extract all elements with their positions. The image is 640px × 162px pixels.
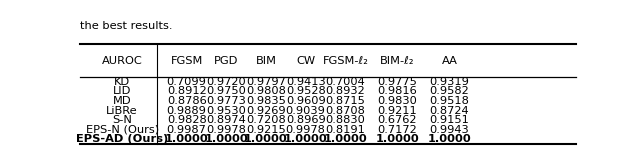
Text: 0.8969: 0.8969: [286, 115, 326, 125]
Text: EPS-AD (Ours): EPS-AD (Ours): [76, 134, 168, 144]
Text: 0.9528: 0.9528: [286, 86, 326, 96]
Text: 0.9773: 0.9773: [206, 96, 246, 106]
Text: 0.9978: 0.9978: [206, 125, 246, 135]
Text: 0.9609: 0.9609: [286, 96, 326, 106]
Text: 0.8724: 0.8724: [429, 105, 469, 116]
Text: 0.9987: 0.9987: [166, 125, 207, 135]
Text: 1.0000: 1.0000: [204, 134, 248, 144]
Text: LID: LID: [113, 86, 131, 96]
Text: 0.9269: 0.9269: [246, 105, 286, 116]
Text: FGSM: FGSM: [170, 56, 203, 66]
Text: 0.9215: 0.9215: [246, 125, 286, 135]
Text: FGSM-ℓ₂: FGSM-ℓ₂: [323, 56, 368, 66]
Text: BIM-ℓ₂: BIM-ℓ₂: [380, 56, 415, 66]
Text: CW: CW: [296, 56, 316, 66]
Text: 0.8708: 0.8708: [325, 105, 365, 116]
Text: 0.7208: 0.7208: [246, 115, 286, 125]
Text: 0.9530: 0.9530: [206, 105, 246, 116]
Text: 0.7099: 0.7099: [166, 77, 207, 87]
Text: 0.9582: 0.9582: [429, 86, 469, 96]
Text: 0.9775: 0.9775: [378, 77, 417, 87]
Text: 0.6762: 0.6762: [378, 115, 417, 125]
Text: 0.8974: 0.8974: [207, 115, 246, 125]
Text: 0.9750: 0.9750: [206, 86, 246, 96]
Text: PGD: PGD: [214, 56, 239, 66]
Text: 0.7172: 0.7172: [378, 125, 417, 135]
Text: 0.9943: 0.9943: [429, 125, 469, 135]
Text: 1.0000: 1.0000: [244, 134, 288, 144]
Text: 0.9830: 0.9830: [378, 96, 417, 106]
Text: 0.9518: 0.9518: [429, 96, 470, 106]
Text: 0.9889: 0.9889: [166, 105, 207, 116]
Text: KD: KD: [114, 77, 130, 87]
Text: 0.9151: 0.9151: [429, 115, 470, 125]
Text: 1.0000: 1.0000: [164, 134, 209, 144]
Text: 0.9835: 0.9835: [246, 96, 286, 106]
Text: 0.8786: 0.8786: [167, 96, 207, 106]
Text: 0.8830: 0.8830: [325, 115, 365, 125]
Text: S-N: S-N: [112, 115, 132, 125]
Text: 0.8912: 0.8912: [167, 86, 207, 96]
Text: 0.9978: 0.9978: [285, 125, 326, 135]
Text: AUROC: AUROC: [102, 56, 143, 66]
Text: 1.0000: 1.0000: [428, 134, 472, 144]
Text: 1.0000: 1.0000: [376, 134, 419, 144]
Text: 0.9211: 0.9211: [378, 105, 417, 116]
Text: 1.0000: 1.0000: [284, 134, 328, 144]
Text: BIM: BIM: [255, 56, 276, 66]
Text: 0.8715: 0.8715: [325, 96, 365, 106]
Text: MD: MD: [113, 96, 131, 106]
Text: 0.7004: 0.7004: [326, 77, 365, 87]
Text: 0.9828: 0.9828: [167, 115, 207, 125]
Text: 0.9319: 0.9319: [429, 77, 470, 87]
Text: EPS-N (Ours): EPS-N (Ours): [86, 125, 159, 135]
Text: 0.9797: 0.9797: [246, 77, 286, 87]
Text: 0.9808: 0.9808: [246, 86, 286, 96]
Text: 1.0000: 1.0000: [323, 134, 367, 144]
Text: 0.8191: 0.8191: [325, 125, 365, 135]
Text: 0.9039: 0.9039: [285, 105, 326, 116]
Text: AA: AA: [442, 56, 458, 66]
Text: the best results.: the best results.: [80, 21, 173, 31]
Text: 0.9413: 0.9413: [286, 77, 326, 87]
Text: LiBRe: LiBRe: [106, 105, 138, 116]
Text: 0.9816: 0.9816: [378, 86, 417, 96]
Text: 0.9720: 0.9720: [207, 77, 246, 87]
Text: 0.8932: 0.8932: [326, 86, 365, 96]
